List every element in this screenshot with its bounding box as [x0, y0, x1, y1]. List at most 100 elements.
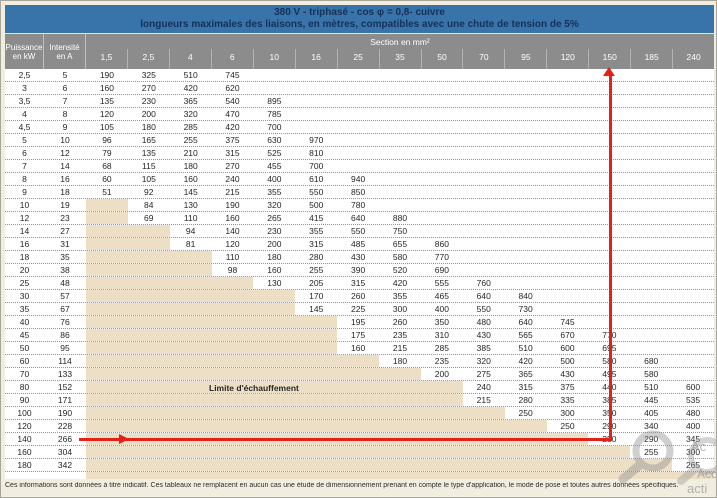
length-cell: 180 — [267, 252, 282, 262]
current-cell: 18 — [60, 187, 70, 197]
length-cell: 850 — [351, 187, 366, 197]
length-cell: 92 — [144, 187, 154, 197]
length-cell: 895 — [267, 96, 282, 106]
length-cell — [379, 82, 421, 94]
watermark-magnifier-icon — [618, 430, 716, 485]
length-cell — [505, 225, 547, 237]
length-cell: 785 — [267, 109, 282, 119]
table-row: 90171215280335385445535 — [5, 394, 714, 407]
length-cell — [421, 225, 463, 237]
length-cell — [672, 277, 714, 289]
length-cell: 105 — [99, 122, 115, 132]
length-cell: 940 — [351, 174, 366, 184]
length-cell: 265 — [685, 460, 701, 470]
power-cell: 180 — [17, 460, 32, 470]
length-cell — [421, 199, 463, 211]
length-cell — [588, 459, 631, 471]
current-cell: 35 — [60, 252, 70, 262]
length-cell — [253, 355, 296, 367]
power-cell: 25 — [19, 278, 30, 288]
length-cell: 285 — [434, 343, 449, 353]
power-cell: 18 — [19, 252, 30, 262]
title-line2: longueurs maximales des liaisons, en mèt… — [140, 19, 579, 30]
length-cell — [379, 121, 421, 133]
length-cell: 525 — [267, 148, 282, 158]
length-cell: 98 — [227, 265, 238, 275]
length-cell: 84 — [144, 200, 154, 210]
length-cell — [295, 368, 338, 380]
length-cell — [253, 420, 296, 432]
length-cell — [253, 82, 295, 94]
power-cell: 10 — [19, 200, 30, 210]
red-right-arrowhead-icon — [119, 434, 129, 444]
length-cell: 555 — [434, 278, 449, 288]
length-cell — [379, 69, 421, 81]
length-cell — [630, 95, 672, 107]
length-cell — [211, 303, 254, 315]
length-cell: 145 — [183, 187, 198, 197]
length-cell — [211, 420, 254, 432]
length-cell: 145 — [309, 304, 324, 314]
length-cell: 510 — [644, 382, 659, 392]
length-cell — [463, 121, 505, 133]
length-cell — [253, 381, 296, 393]
length-cell — [421, 121, 463, 133]
length-cell — [253, 329, 296, 341]
length-cell: 60 — [102, 174, 112, 184]
length-cell: 700 — [309, 161, 324, 171]
length-cell — [463, 134, 505, 146]
length-cell — [672, 173, 714, 185]
length-cell — [505, 147, 547, 159]
length-cell — [672, 121, 714, 133]
length-cell: 160 — [183, 174, 198, 184]
current-cell: 76 — [60, 317, 70, 327]
length-cell: 480 — [685, 408, 701, 418]
length-cell: 120 — [99, 109, 115, 119]
current-cell: 67 — [60, 304, 70, 314]
length-cell — [295, 95, 337, 107]
length-cell — [463, 186, 505, 198]
length-cell — [253, 459, 296, 471]
length-cell — [379, 420, 421, 432]
length-cell — [505, 277, 547, 289]
length-cell: 630 — [267, 135, 282, 145]
current-cell: 12 — [60, 148, 70, 158]
section-col-header: 150 — [588, 49, 630, 69]
current-cell: 95 — [60, 343, 70, 353]
length-cell — [169, 394, 212, 406]
length-cell — [127, 264, 170, 276]
length-cell — [463, 160, 505, 172]
length-cell — [672, 134, 714, 146]
power-cell: 4,5 — [18, 122, 31, 132]
section-col-header: 2,5 — [126, 49, 169, 69]
length-cell: 580 — [644, 369, 659, 379]
length-cell: 480 — [476, 317, 491, 327]
power-cell: 60 — [19, 356, 30, 366]
table-row: 18 35 110 180 280 430 580 770 — [5, 251, 714, 264]
length-cell — [672, 69, 714, 81]
length-cell — [211, 277, 254, 289]
length-cell — [462, 407, 505, 419]
current-cell: 342 — [57, 460, 73, 470]
length-cell — [211, 394, 254, 406]
length-cell — [420, 407, 463, 419]
length-cell — [295, 69, 337, 81]
table-row: 70133200275365430495580 — [5, 368, 714, 381]
length-cell: 235 — [392, 330, 408, 340]
length-cell: 200 — [267, 239, 282, 249]
spacer-cell — [504, 472, 547, 479]
length-cell — [253, 342, 296, 354]
length-cell — [505, 186, 547, 198]
length-cell — [505, 199, 547, 211]
length-cell — [505, 212, 547, 224]
length-cell — [86, 238, 128, 250]
length-cell — [420, 381, 463, 393]
limit-echauffement-label: Limite d'échauffement — [209, 383, 299, 393]
table-row: 160 304 255 300 — [5, 446, 714, 459]
length-cell: 210 — [183, 148, 198, 158]
table-row: 5095160215285385510600695 — [5, 342, 714, 355]
length-cell — [547, 290, 589, 302]
watermark-text-2: Acc — [697, 467, 717, 481]
length-cell: 365 — [518, 369, 533, 379]
